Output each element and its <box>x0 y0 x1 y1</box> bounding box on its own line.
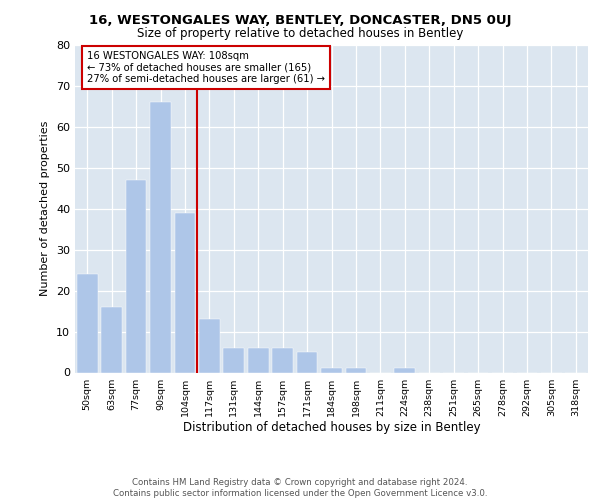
Bar <box>223 348 244 372</box>
Bar <box>101 307 122 372</box>
Text: Contains HM Land Registry data © Crown copyright and database right 2024.
Contai: Contains HM Land Registry data © Crown c… <box>113 478 487 498</box>
Text: Size of property relative to detached houses in Bentley: Size of property relative to detached ho… <box>137 27 463 40</box>
Bar <box>272 348 293 372</box>
Bar <box>125 180 146 372</box>
Bar <box>248 348 269 372</box>
Bar <box>77 274 98 372</box>
Y-axis label: Number of detached properties: Number of detached properties <box>40 121 50 296</box>
Bar <box>346 368 367 372</box>
Bar <box>199 320 220 372</box>
Text: 16 WESTONGALES WAY: 108sqm
← 73% of detached houses are smaller (165)
27% of sem: 16 WESTONGALES WAY: 108sqm ← 73% of deta… <box>88 51 325 84</box>
Bar <box>296 352 317 372</box>
Bar <box>394 368 415 372</box>
X-axis label: Distribution of detached houses by size in Bentley: Distribution of detached houses by size … <box>182 422 481 434</box>
Bar <box>150 102 171 372</box>
Text: 16, WESTONGALES WAY, BENTLEY, DONCASTER, DN5 0UJ: 16, WESTONGALES WAY, BENTLEY, DONCASTER,… <box>89 14 511 27</box>
Bar <box>321 368 342 372</box>
Bar <box>175 213 196 372</box>
